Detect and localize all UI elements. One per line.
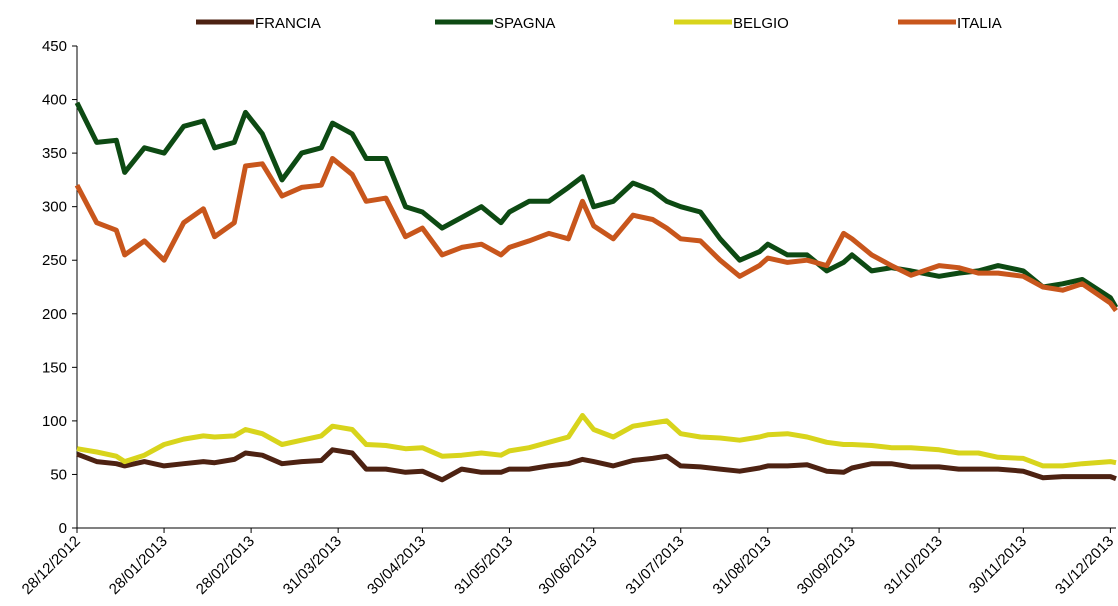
y-tick-label: 50	[50, 466, 67, 483]
x-tick-label: 28/02/2013	[193, 533, 258, 598]
x-tick-label: 31/12/2013	[1052, 533, 1117, 598]
series-line	[76, 413, 1117, 469]
y-tick-label: 100	[42, 413, 67, 430]
series-line	[76, 447, 1117, 483]
y-tick-label: 0	[59, 520, 67, 537]
legend-item: ITALIA	[898, 15, 1002, 32]
x-tick-label: 28/12/2012	[19, 533, 84, 598]
y-tick-label: 350	[42, 145, 67, 162]
legend-label: BELGIO	[733, 15, 789, 32]
legend-label: SPAGNA	[494, 15, 555, 32]
x-tick-label: 31/07/2013	[622, 533, 687, 598]
legend-item: BELGIO	[674, 15, 789, 32]
y-tick-label: 150	[42, 359, 67, 376]
legend-label: ITALIA	[957, 15, 1002, 32]
x-tick-label: 31/03/2013	[280, 533, 345, 598]
y-tick-label: 200	[42, 306, 67, 323]
x-tick-label: 30/06/2013	[535, 533, 600, 598]
x-tick-label: 31/05/2013	[451, 533, 516, 598]
legend-label: FRANCIA	[255, 15, 321, 32]
x-tick-label: 31/08/2013	[710, 533, 775, 598]
x-tick-label: 30/11/2013	[966, 533, 1030, 597]
y-tick-label: 250	[42, 252, 67, 269]
y-tick-label: 400	[42, 92, 67, 109]
legend-item: FRANCIA	[196, 15, 321, 32]
series-line	[74, 156, 1118, 313]
x-tick-label: 30/04/2013	[364, 533, 429, 598]
y-tick-label: 450	[42, 38, 67, 55]
x-tick-label: 28/01/2013	[106, 533, 171, 598]
y-tick-label: 300	[42, 199, 67, 216]
x-tick-label: 30/09/2013	[794, 533, 859, 598]
legend-item: SPAGNA	[435, 15, 555, 32]
series-line	[74, 101, 1118, 309]
x-tick-label: 31/10/2013	[881, 533, 946, 598]
